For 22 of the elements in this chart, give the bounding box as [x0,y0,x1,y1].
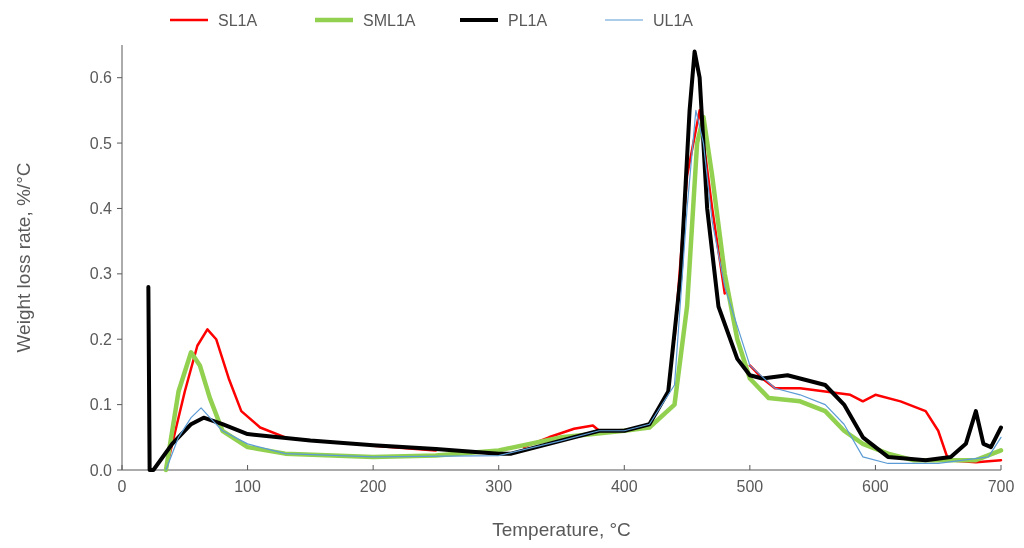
y-tick-label: 0.6 [89,69,113,87]
y-axis-title: Weight loss rate, %/°C [13,162,34,353]
x-tick-label: 200 [359,478,387,495]
y-tick-label: 0.1 [89,396,113,414]
legend-label: UL1A [653,11,694,29]
x-tick-label: 700 [987,478,1015,495]
y-tick-label: 0.4 [89,200,113,218]
x-tick-label: 600 [862,478,889,495]
x-tick-label: 500 [736,478,764,495]
x-tick-label: 400 [610,478,638,495]
legend-label: SML1A [363,11,416,29]
legend-label: PL1A [508,11,548,29]
x-axis-title: Temperature, °C [492,519,631,540]
y-tick-label: 0.5 [89,134,113,152]
x-tick-label: 100 [234,478,262,495]
y-tick-label: 0.2 [89,330,113,348]
x-tick-label: 0 [117,478,127,495]
x-tick-label: 300 [485,478,513,495]
y-tick-label: 0.3 [89,265,113,283]
line-series [146,49,1003,472]
y-tick-label: 0.0 [89,461,113,479]
legend-label: SL1A [218,11,258,29]
